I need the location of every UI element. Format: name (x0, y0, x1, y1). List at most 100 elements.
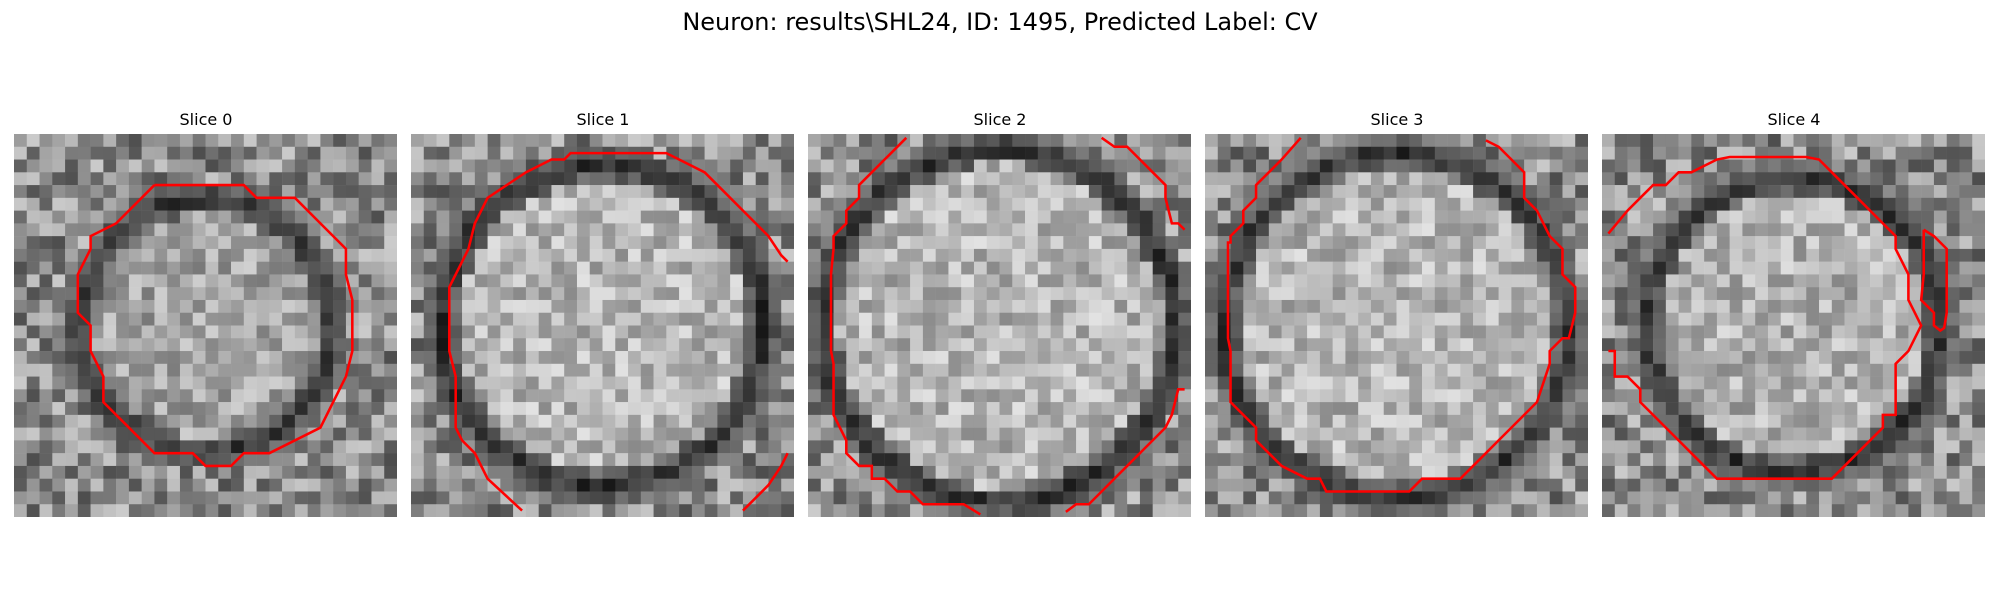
pixel (1332, 210, 1346, 224)
pixel (717, 440, 731, 454)
pixel (897, 376, 911, 390)
pixel (1857, 287, 1871, 301)
pixel (1704, 389, 1718, 403)
pixel (538, 197, 552, 211)
pixel (205, 185, 219, 199)
pixel (666, 287, 680, 301)
pixel (192, 236, 206, 250)
pixel (1063, 389, 1077, 403)
pixel (1396, 312, 1410, 326)
pixel (1396, 134, 1410, 148)
pixel (231, 491, 245, 505)
pixel (1088, 159, 1102, 173)
pixel (910, 197, 924, 211)
pixel (1895, 478, 1909, 492)
pixel (846, 504, 860, 517)
cell-contour (742, 452, 789, 512)
pixel (1524, 159, 1538, 173)
pixel (39, 274, 53, 288)
pixel (910, 248, 924, 262)
pixel (39, 338, 53, 352)
pixel (1819, 185, 1833, 199)
pixel (1908, 478, 1922, 492)
pixel (77, 287, 91, 301)
pixel (1460, 478, 1474, 492)
pixel (77, 363, 91, 377)
pixel (1844, 210, 1858, 224)
pixel (1562, 504, 1576, 517)
pixel (167, 274, 181, 288)
pixel (1485, 236, 1499, 250)
pixel (333, 504, 347, 517)
pixel (1063, 210, 1077, 224)
pixel (154, 274, 168, 288)
pixel (846, 210, 860, 224)
pixel (910, 389, 924, 403)
pixel (1473, 478, 1487, 492)
pixel (141, 453, 155, 467)
pixel (999, 159, 1013, 173)
pixel (961, 159, 975, 173)
pixel (1319, 236, 1333, 250)
pixel (1139, 312, 1153, 326)
pixel (1139, 376, 1153, 390)
pixel (77, 134, 91, 148)
pixel (487, 210, 501, 224)
pixel (859, 299, 873, 313)
pixel (1012, 402, 1026, 416)
pixel (1114, 325, 1128, 339)
pixel (935, 427, 949, 441)
pixel (462, 414, 476, 428)
pixel (141, 299, 155, 313)
pixel (768, 453, 782, 467)
pixel (1793, 274, 1807, 288)
pixel (1857, 427, 1871, 441)
pixel (1793, 376, 1807, 390)
pixel (1383, 363, 1397, 377)
pixel (564, 248, 578, 262)
pixel (154, 504, 168, 517)
pixel (154, 146, 168, 160)
pixel (103, 351, 117, 365)
pixel (884, 185, 898, 199)
pixel (1653, 236, 1667, 250)
pixel (1653, 338, 1667, 352)
pixel (1780, 261, 1794, 275)
pixel (231, 478, 245, 492)
pixel (243, 274, 257, 288)
pixel (1088, 389, 1102, 403)
pixel (1959, 351, 1973, 365)
pixel (691, 504, 705, 517)
pixel (1268, 402, 1282, 416)
pixel (1281, 491, 1295, 505)
pixel (589, 389, 603, 403)
pixel (513, 248, 527, 262)
pixel (1139, 389, 1153, 403)
pixel (411, 159, 425, 173)
pixel (1037, 299, 1051, 313)
pixel (1243, 504, 1257, 517)
pixel (871, 146, 885, 160)
pixel (704, 210, 718, 224)
pixel (1037, 414, 1051, 428)
pixel (243, 351, 257, 365)
pixel (768, 210, 782, 224)
pixel (1178, 197, 1191, 211)
pixel (653, 389, 667, 403)
pixel (1178, 453, 1191, 467)
pixel (1870, 185, 1884, 199)
pixel (282, 159, 296, 173)
pixel (449, 338, 463, 352)
pixel (704, 299, 718, 313)
pixel (307, 261, 321, 275)
pixel (1857, 210, 1871, 224)
pixel (1704, 414, 1718, 428)
pixel (922, 504, 936, 517)
pixel (1627, 414, 1641, 428)
pixel (666, 402, 680, 416)
pixel (1575, 465, 1588, 479)
pixel (1396, 287, 1410, 301)
pixel (1101, 363, 1115, 377)
pixel (436, 491, 450, 505)
pixel (1268, 389, 1282, 403)
